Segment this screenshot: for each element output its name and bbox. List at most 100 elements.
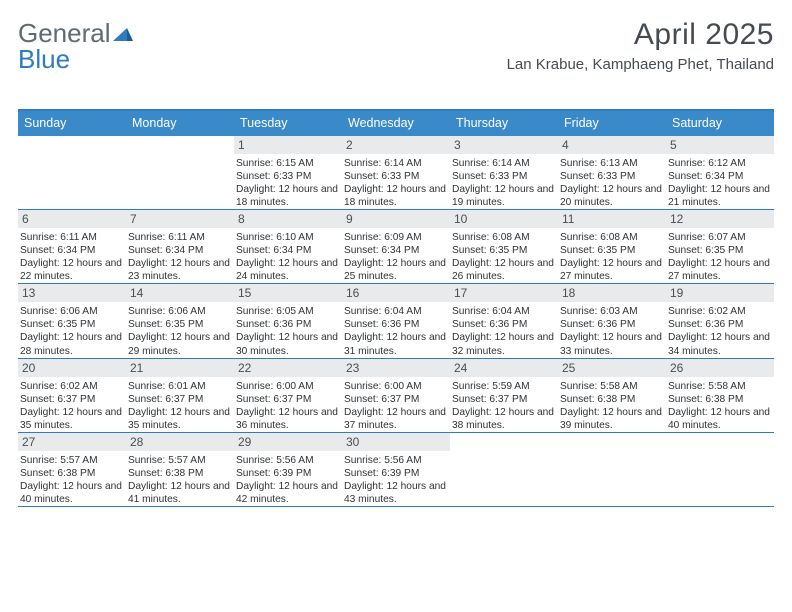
sunrise-line: Sunrise: 6:04 AM: [344, 305, 448, 318]
day-body: Sunrise: 6:06 AMSunset: 6:35 PMDaylight:…: [126, 303, 234, 357]
day-cell: 7Sunrise: 6:11 AMSunset: 6:34 PMDaylight…: [126, 210, 234, 283]
day-body: Sunrise: 6:06 AMSunset: 6:35 PMDaylight:…: [18, 303, 126, 357]
day-cell: 22Sunrise: 6:00 AMSunset: 6:37 PMDayligh…: [234, 359, 342, 432]
sunrise-line: Sunrise: 6:06 AM: [20, 305, 124, 318]
daylight-line: Daylight: 12 hours and 39 minutes.: [560, 406, 664, 432]
sunrise-line: Sunrise: 6:15 AM: [236, 157, 340, 170]
day-cell: 6Sunrise: 6:11 AMSunset: 6:34 PMDaylight…: [18, 210, 126, 283]
sunrise-line: Sunrise: 5:57 AM: [128, 454, 232, 467]
sunrise-line: Sunrise: 6:05 AM: [236, 305, 340, 318]
sunrise-line: Sunrise: 6:07 AM: [668, 231, 772, 244]
day-number: 20: [18, 359, 126, 378]
daylight-line: Daylight: 12 hours and 30 minutes.: [236, 331, 340, 357]
day-number: 3: [450, 136, 558, 155]
sunset-line: Sunset: 6:34 PM: [128, 244, 232, 257]
sunrise-line: Sunrise: 5:58 AM: [560, 380, 664, 393]
sunset-line: Sunset: 6:37 PM: [236, 393, 340, 406]
sunrise-line: Sunrise: 6:00 AM: [344, 380, 448, 393]
week-row: 20 Sunrise: 6:02 AM Sunset: 6:37 PM Dayligh…: [18, 358, 774, 432]
day-body: Sunrise: 6:01 AMSunset: 6:37 PMDaylight:…: [126, 378, 234, 432]
day-cell: 11Sunrise: 6:08 AMSunset: 6:35 PMDayligh…: [558, 210, 666, 283]
daylight-line: Daylight: 12 hours and 18 minutes.: [236, 183, 340, 209]
day-number: 4: [558, 136, 666, 155]
sunrise-line: Sunrise: 6:01 AM: [128, 380, 232, 393]
daylight-line: Daylight: 12 hours and 28 minutes.: [20, 331, 124, 357]
weekday-header: Friday: [558, 111, 666, 136]
day-body: Sunrise: 6:14 AMSunset: 6:33 PMDaylight:…: [342, 155, 450, 209]
day-number: 2: [342, 136, 450, 155]
daylight-line: Daylight: 12 hours and 24 minutes.: [236, 257, 340, 283]
day-body: Sunrise: 5:57 AMSunset: 6:38 PMDaylight:…: [126, 452, 234, 506]
calendar-grid: Sunday Monday Tuesday Wednesday Thursday…: [18, 109, 774, 507]
day-number: 25: [558, 359, 666, 378]
day-cell: 3Sunrise: 6:14 AMSunset: 6:33 PMDaylight…: [450, 136, 558, 209]
day-cell: [558, 433, 666, 506]
day-body: Sunrise: 6:14 AMSunset: 6:33 PMDaylight:…: [450, 155, 558, 209]
sunset-line: Sunset: 6:34 PM: [668, 170, 772, 183]
day-number: 22: [234, 359, 342, 378]
brand-triangle-icon: [113, 18, 133, 49]
sunset-line: Sunset: 6:35 PM: [452, 244, 556, 257]
day-number: 11: [558, 210, 666, 229]
daylight-line: Daylight: 12 hours and 38 minutes.: [452, 406, 556, 432]
sunrise-line: Sunrise: 6:08 AM: [560, 231, 664, 244]
week-row: 27Sunrise: 5:57 AMSunset: 6:38 PMDayligh…: [18, 432, 774, 506]
day-cell: 28Sunrise: 5:57 AMSunset: 6:38 PMDayligh…: [126, 433, 234, 506]
day-number: 6: [18, 210, 126, 229]
day-cell: 8Sunrise: 6:10 AMSunset: 6:34 PMDaylight…: [234, 210, 342, 283]
sunrise-line: Sunrise: 5:59 AM: [452, 380, 556, 393]
day-cell: 25Sunrise: 5:58 AMSunset: 6:38 PMDayligh…: [558, 359, 666, 432]
daylight-line: Daylight: 12 hours and 33 minutes.: [560, 331, 664, 357]
sunrise-line: Sunrise: 6:12 AM: [668, 157, 772, 170]
sunrise-line: Sunrise: 6:02 AM: [20, 380, 124, 393]
day-number: 27: [18, 433, 126, 452]
brand-part2: Blue: [18, 44, 70, 75]
sunset-line: Sunset: 6:34 PM: [344, 244, 448, 257]
weekday-header: Thursday: [450, 111, 558, 136]
daylight-line: Daylight: 12 hours and 41 minutes.: [128, 480, 232, 506]
sunrise-line: Sunrise: 6:14 AM: [452, 157, 556, 170]
sunrise-line: Sunrise: 6:11 AM: [128, 231, 232, 244]
day-cell: 29Sunrise: 5:56 AMSunset: 6:39 PMDayligh…: [234, 433, 342, 506]
sunrise-line: Sunrise: 6:02 AM: [668, 305, 772, 318]
day-number: 12: [666, 210, 774, 229]
day-cell: 13Sunrise: 6:06 AMSunset: 6:35 PMDayligh…: [18, 284, 126, 357]
sunrise-line: Sunrise: 6:10 AM: [236, 231, 340, 244]
day-cell: 18Sunrise: 6:03 AMSunset: 6:36 PMDayligh…: [558, 284, 666, 357]
sunrise-line: Sunrise: 5:56 AM: [344, 454, 448, 467]
sunset-line: Sunset: 6:39 PM: [236, 467, 340, 480]
day-body: Sunrise: 6:10 AMSunset: 6:34 PMDaylight:…: [234, 229, 342, 283]
sunset-line: Sunset: 6:35 PM: [128, 318, 232, 331]
daylight-line: Daylight: 12 hours and 20 minutes.: [560, 183, 664, 209]
day-body: Sunrise: 6:12 AMSunset: 6:34 PMDaylight:…: [666, 155, 774, 209]
daylight-line: Daylight: 12 hours and 29 minutes.: [128, 331, 232, 357]
daylight-line: Daylight: 12 hours and 32 minutes.: [452, 331, 556, 357]
day-cell: 24Sunrise: 5:59 AMSunset: 6:37 PMDayligh…: [450, 359, 558, 432]
day-body: Sunrise: 5:58 AMSunset: 6:38 PMDaylight:…: [666, 378, 774, 432]
day-body: Sunrise: 6:00 AMSunset: 6:37 PMDaylight:…: [234, 378, 342, 432]
day-cell: 12Sunrise: 6:07 AMSunset: 6:35 PMDayligh…: [666, 210, 774, 283]
daylight-line: Daylight: 12 hours and 26 minutes.: [452, 257, 556, 283]
sunset-line: Sunset: 6:36 PM: [452, 318, 556, 331]
sunset-line: Sunset: 6:35 PM: [560, 244, 664, 257]
daylight-line: Daylight: 12 hours and 27 minutes.: [560, 257, 664, 283]
location-subtitle: Lan Krabue, Kamphaeng Phet, Thailand: [507, 56, 774, 73]
sunset-line: Sunset: 6:33 PM: [560, 170, 664, 183]
day-number: 26: [666, 359, 774, 378]
day-number: 10: [450, 210, 558, 229]
day-number: 15: [234, 284, 342, 303]
day-cell: 9Sunrise: 6:09 AMSunset: 6:34 PMDaylight…: [342, 210, 450, 283]
sunrise-line: Sunrise: 6:09 AM: [344, 231, 448, 244]
day-number: 17: [450, 284, 558, 303]
daylight-line: Daylight: 12 hours and 40 minutes.: [668, 406, 772, 432]
day-body: Sunrise: 5:58 AMSunset: 6:38 PMDaylight:…: [558, 378, 666, 432]
sunset-line: Sunset: 6:34 PM: [236, 244, 340, 257]
sunrise-line: Sunrise: 6:13 AM: [560, 157, 664, 170]
daylight-line: Daylight: 12 hours and 42 minutes.: [236, 480, 340, 506]
month-title: April 2025: [507, 18, 774, 52]
day-body: Sunrise: 6:08 AMSunset: 6:35 PMDaylight:…: [558, 229, 666, 283]
sunrise-line: Sunrise: 6:04 AM: [452, 305, 556, 318]
day-body: Sunrise: 5:59 AMSunset: 6:37 PMDaylight:…: [450, 378, 558, 432]
day-number: 7: [126, 210, 234, 229]
week-row: 1Sunrise: 6:15 AMSunset: 6:33 PMDaylight…: [18, 136, 774, 209]
